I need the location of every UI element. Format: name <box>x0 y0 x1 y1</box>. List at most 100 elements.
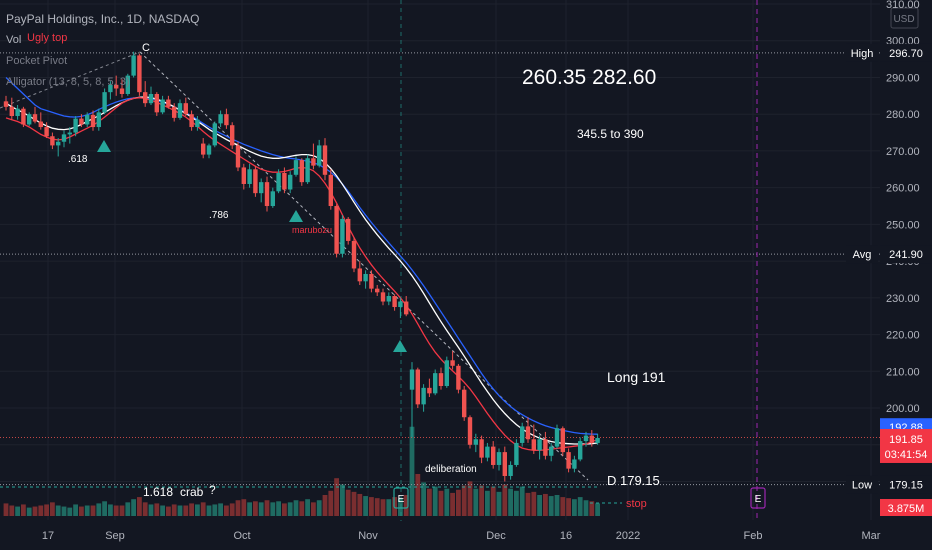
volume-bar <box>264 500 270 516</box>
volume-bar <box>589 501 595 516</box>
annotation-d-level: D 179.15 <box>607 473 660 488</box>
indicator-pocket-pivot[interactable]: Pocket Pivot <box>6 55 67 67</box>
level-tag-avg: Avg <box>853 249 872 261</box>
volume-bar <box>345 489 351 516</box>
candle-body <box>253 169 258 194</box>
candle-body <box>61 134 67 142</box>
volume-bar <box>84 505 90 516</box>
candle-body <box>293 160 299 175</box>
earnings-marker-past <box>393 487 409 509</box>
volume-bar <box>334 478 339 516</box>
volume-bar <box>96 503 102 516</box>
candle-body <box>462 389 467 418</box>
candle-body <box>363 273 368 282</box>
volume-bar <box>293 500 299 516</box>
volume-bar <box>15 506 20 516</box>
volume-bar <box>583 500 589 516</box>
symbol-title[interactable]: PayPal Holdings, Inc., 1D, NASDAQ <box>6 12 199 26</box>
volume-bar <box>177 505 183 516</box>
volume-bar <box>456 489 461 516</box>
candle-body <box>56 141 61 146</box>
volume-bar <box>479 485 484 516</box>
candle-body <box>514 442 519 465</box>
candle-body <box>288 174 293 190</box>
volume-bar <box>125 502 131 516</box>
last-price-bg <box>880 428 932 463</box>
candle-body <box>137 55 142 93</box>
candle-body <box>172 106 177 118</box>
volume-bar <box>287 502 293 516</box>
volume-bar <box>398 498 403 516</box>
candle-body <box>299 160 304 183</box>
level-value-low: 179.15 <box>889 480 923 492</box>
volume-bar <box>363 496 368 516</box>
candle-body <box>322 145 328 175</box>
candle-body <box>473 439 478 445</box>
level-value-high: 296.70 <box>889 48 923 60</box>
candle-body <box>143 92 148 104</box>
candle-body <box>566 452 571 469</box>
last-price-value: 191.85 <box>889 434 923 446</box>
earnings-marker-future-label: E <box>755 494 762 505</box>
volume-bar <box>490 486 496 516</box>
y-tick-260: 260.00 <box>886 183 920 195</box>
level-value-avg: 241.90 <box>889 249 923 261</box>
x-tick-1: Sep <box>105 530 125 542</box>
candle-body <box>9 106 14 117</box>
volume-bar <box>73 504 78 516</box>
pocket-pivot-triangle <box>289 210 303 222</box>
candle-body <box>537 439 542 451</box>
volume-bar <box>322 495 328 516</box>
volume-bar <box>514 490 519 516</box>
volume-bar <box>525 492 531 516</box>
candle-body <box>351 240 357 269</box>
level-tag-low: Low <box>852 480 872 492</box>
candle-body <box>206 145 212 155</box>
candle-body <box>67 132 72 135</box>
candle-body <box>508 464 513 476</box>
volume-bar <box>131 499 136 516</box>
earnings-marker-future <box>750 487 766 509</box>
annotation-long: Long 191 <box>607 369 666 385</box>
indicator-ugly-top[interactable]: Ugly top <box>27 32 67 44</box>
candle-body <box>491 446 496 465</box>
volume-bar <box>108 504 113 516</box>
time-axis-ticks: 17 Sep Oct Nov Dec 16 2022 Feb Mar <box>42 530 881 542</box>
volume-bar <box>189 503 194 516</box>
candle-body <box>73 118 78 133</box>
candle-body <box>340 218 345 254</box>
volume-bar <box>340 484 345 516</box>
currency-badge[interactable] <box>890 7 919 29</box>
y-tick-290: 290.00 <box>886 72 920 84</box>
volume-bar <box>572 499 577 516</box>
volume-bar <box>351 491 357 516</box>
volume-bar <box>531 491 537 516</box>
candle-body <box>456 365 461 390</box>
y-tick-250: 250.00 <box>886 219 920 231</box>
volume-bar <box>560 497 566 516</box>
volume-bar <box>316 500 322 516</box>
trendline-left <box>0 51 141 109</box>
indicator-vol[interactable]: Vol <box>6 34 21 46</box>
candle-body <box>166 99 171 107</box>
candle-body <box>264 182 270 207</box>
candle-body <box>154 93 159 113</box>
volume-bar <box>247 502 252 516</box>
volume-bar <box>142 502 148 516</box>
annotation-fib-1618: 1.618 <box>143 485 173 499</box>
volume-bar <box>229 503 235 516</box>
annotation-point-c: C <box>142 42 150 54</box>
volume-bar <box>50 502 55 516</box>
candle-body <box>3 101 9 107</box>
indicator-alligator[interactable]: Alligator (13, 8, 5, 8, 5, 3) <box>6 76 130 88</box>
candle-body <box>183 103 188 115</box>
volume-bar <box>380 499 386 516</box>
chart-legend[interactable]: PayPal Holdings, Inc., 1D, NASDAQ Vol Ug… <box>6 12 199 88</box>
grid <box>0 0 880 520</box>
volume-bar <box>200 502 206 516</box>
candle-body <box>404 301 409 315</box>
candle-body <box>560 428 565 453</box>
volume-bar <box>473 488 479 516</box>
